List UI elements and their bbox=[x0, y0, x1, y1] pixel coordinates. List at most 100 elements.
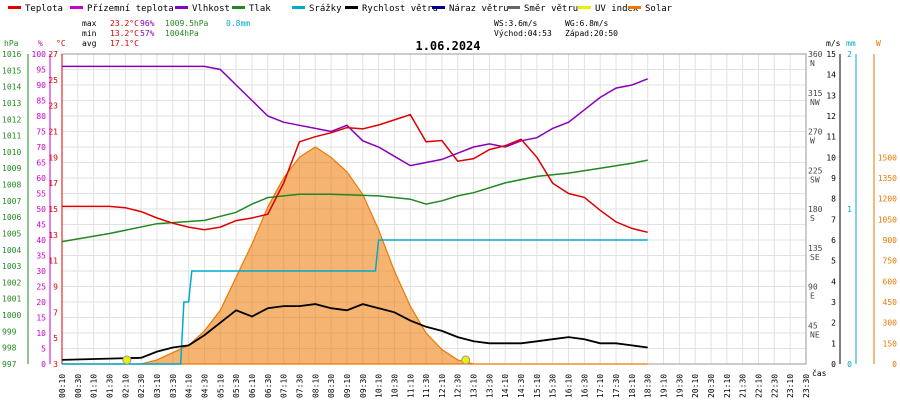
x-tick-label: 16:10 bbox=[565, 374, 574, 398]
humidity-tick-label: 15 bbox=[36, 314, 46, 323]
legend-label: Tlak bbox=[249, 4, 271, 14]
wind-speed-series bbox=[61, 303, 648, 361]
temperature-tick-label: 11 bbox=[48, 257, 58, 266]
x-tick-label: 21:10 bbox=[723, 374, 732, 398]
direction-tick-degrees: 90 bbox=[808, 283, 818, 292]
legend-swatch bbox=[8, 6, 21, 9]
x-tick-label: 19:10 bbox=[660, 374, 669, 398]
x-tick-label: 20:30 bbox=[707, 374, 716, 398]
x-tick-label: 15:30 bbox=[549, 374, 558, 398]
legend-swatch bbox=[628, 6, 641, 9]
legend-label: Směr větru bbox=[524, 4, 578, 14]
x-tick-label: 13:30 bbox=[485, 374, 494, 398]
legend-label: Solar bbox=[645, 4, 673, 14]
legend-swatch bbox=[232, 6, 245, 9]
x-tick-label: 07:10 bbox=[280, 374, 289, 398]
direction-tick-label: E bbox=[810, 292, 815, 301]
rain-series bbox=[62, 239, 648, 365]
stat-value: 96% bbox=[140, 19, 155, 28]
rain-tick-label: 0 bbox=[847, 360, 852, 369]
pressure-tick-label: 999 bbox=[2, 327, 17, 336]
pressure-tick-label: 1002 bbox=[2, 278, 21, 287]
temperature-tick-label: 9 bbox=[53, 283, 58, 292]
solar-tick-label: 900 bbox=[883, 236, 898, 245]
wind-tick-label: 7 bbox=[831, 215, 836, 224]
series bbox=[61, 65, 648, 365]
pressure-tick-label: 1001 bbox=[2, 295, 21, 304]
humidity-unit: % bbox=[38, 39, 43, 48]
pressure-tick-label: 1013 bbox=[2, 99, 21, 108]
temperature-series bbox=[62, 113, 648, 234]
humidity-tick-label: 35 bbox=[36, 252, 46, 261]
pressure-tick-label: 1006 bbox=[2, 213, 21, 222]
pressure-tick-label: 1010 bbox=[2, 148, 21, 157]
pressure-tick-label: 1014 bbox=[2, 83, 21, 92]
x-tick-label: 12:10 bbox=[438, 374, 447, 398]
humidity-tick-label: 90 bbox=[36, 81, 46, 90]
temperature-tick-label: 19 bbox=[48, 153, 58, 162]
wind-tick-label: 4 bbox=[831, 277, 836, 286]
wind-tick-label: 2 bbox=[831, 319, 836, 328]
wind-tick-label: 15 bbox=[826, 50, 836, 59]
legend-swatch bbox=[507, 6, 520, 9]
x-tick-label: 20:10 bbox=[691, 374, 700, 398]
x-tick-label: 19:30 bbox=[675, 374, 684, 398]
stat-value: min bbox=[82, 29, 97, 38]
pressure-series bbox=[61, 159, 648, 243]
direction-tick-label: NE bbox=[810, 330, 820, 339]
wind-tick-label: 13 bbox=[826, 91, 836, 100]
solar-tick-label: 0 bbox=[892, 360, 897, 369]
x-tick-label: 21:30 bbox=[739, 374, 748, 398]
humidity-tick-label: 95 bbox=[36, 66, 46, 75]
sunset-stat: Západ:20:50 bbox=[565, 29, 618, 38]
x-tick-label: 23:30 bbox=[802, 374, 811, 398]
grid bbox=[61, 53, 807, 365]
solar-tick-label: 150 bbox=[883, 339, 898, 348]
wind-tick-label: 8 bbox=[831, 195, 836, 204]
legend-label: Vlhkost bbox=[192, 4, 230, 14]
temperature-tick-label: 15 bbox=[48, 205, 58, 214]
x-tick-label: 22:10 bbox=[755, 374, 764, 398]
x-tick-label: 05:10 bbox=[216, 374, 225, 398]
pressure-tick-label: 1015 bbox=[2, 66, 21, 75]
stat-value: 13.2°C bbox=[110, 29, 139, 38]
x-tick-label: 09:10 bbox=[343, 374, 352, 398]
humidity-tick-label: 55 bbox=[36, 190, 46, 199]
humidity-series bbox=[62, 65, 648, 167]
x-tick-label: 16:30 bbox=[580, 374, 589, 398]
x-tick-label: 14:30 bbox=[517, 374, 526, 398]
solar-tick-label: 1500 bbox=[878, 153, 897, 162]
x-tick-label: 03:10 bbox=[153, 374, 162, 398]
temperature-tick-label: 27 bbox=[48, 50, 58, 59]
legend-swatch bbox=[345, 6, 358, 9]
humidity-tick-label: 60 bbox=[36, 174, 46, 183]
pressure-tick-label: 1004 bbox=[2, 246, 21, 255]
legend-label: UV index bbox=[595, 4, 639, 14]
x-tick-label: 10:30 bbox=[390, 374, 399, 398]
humidity-tick-label: 65 bbox=[36, 159, 46, 168]
x-tick-label: 06:10 bbox=[248, 374, 257, 398]
x-tick-label: 13:10 bbox=[470, 374, 479, 398]
wind-tick-label: 9 bbox=[831, 174, 836, 183]
humidity-tick-label: 10 bbox=[36, 329, 46, 338]
stat-value: max bbox=[82, 19, 97, 28]
wind-tick-label: 6 bbox=[831, 236, 836, 245]
humidity-tick-label: 85 bbox=[36, 97, 46, 106]
x-tick-label: 17:30 bbox=[612, 374, 621, 398]
temperature-tick-label: 13 bbox=[48, 231, 58, 240]
direction-tick-degrees: 315 bbox=[808, 89, 823, 98]
wind-tick-label: 5 bbox=[831, 257, 836, 266]
pressure-unit: hPa bbox=[4, 39, 19, 48]
x-tick-label: 04:10 bbox=[185, 374, 194, 398]
x-tick-label: 14:10 bbox=[501, 374, 510, 398]
temperature-tick-label: 25 bbox=[48, 76, 58, 85]
humidity-tick-label: 100 bbox=[32, 50, 47, 59]
pressure-tick-label: 1008 bbox=[2, 181, 21, 190]
legend-label: Srážky bbox=[309, 4, 342, 14]
direction-tick-label: NW bbox=[810, 98, 820, 107]
pressure-tick-label: 1005 bbox=[2, 229, 21, 238]
x-tick-label: 18:10 bbox=[628, 374, 637, 398]
pressure-tick-label: 1009 bbox=[2, 164, 21, 173]
humidity-tick-label: 70 bbox=[36, 143, 46, 152]
